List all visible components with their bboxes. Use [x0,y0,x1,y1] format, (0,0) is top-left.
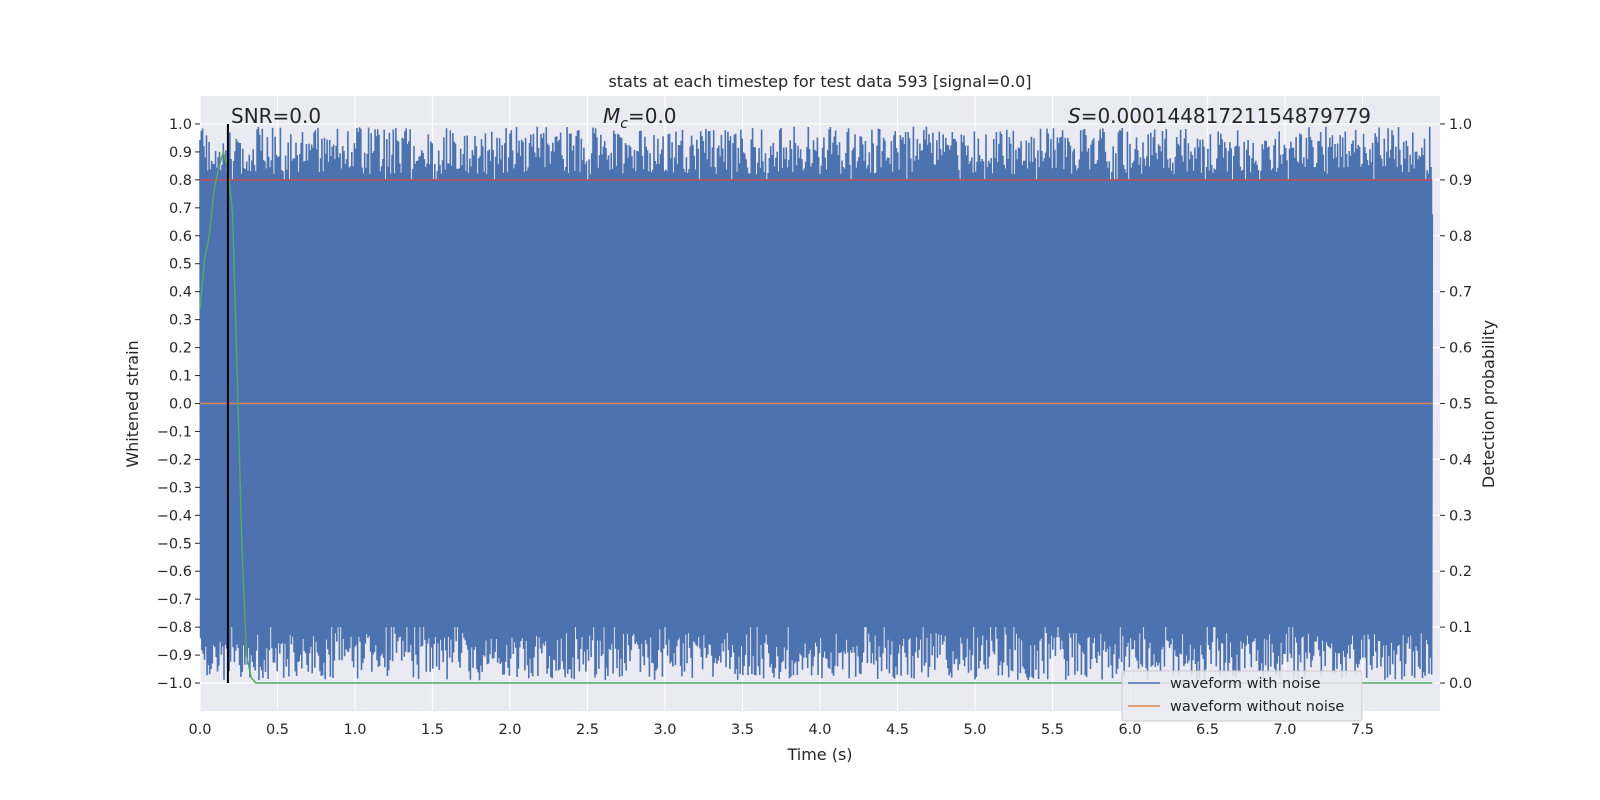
x-tick-label: 5.0 [963,722,986,738]
snr-annotation: SNR=0.0 [231,104,321,128]
mc-value: =0.0 [628,104,677,128]
y-tick-label: −1.0 [157,676,192,692]
x-tick-label: 3.5 [731,722,754,738]
y-tick-label: 0.7 [169,201,192,217]
y-tick-label: 0.0 [169,397,192,413]
x-tick-label: 0.5 [266,722,289,738]
series-detection-probability [199,149,1433,684]
x-tick-label: 4.5 [886,722,909,738]
x-tick-label: 1.5 [421,722,444,738]
x-tick-label: 7.5 [1351,722,1374,738]
y2-axis-label: Detection probability [1479,320,1498,488]
y2-tick-label: 0.2 [1449,564,1472,580]
s-annotation: S=0.00014481721154879779 [1068,104,1371,128]
mc-annotation: Mc=0.0 [603,104,677,132]
y2-tick-label: 0.3 [1449,508,1472,524]
y-tick-label: 1.0 [169,117,192,133]
legend-label-with-noise: waveform with noise [1170,676,1321,692]
x-tick-label: 6.0 [1118,722,1141,738]
y2-tick-label: 0.7 [1449,285,1472,301]
y2-tick-label: 0.9 [1449,173,1472,189]
y-tick-label: 0.1 [169,369,192,385]
s-value: =0.00014481721154879779 [1081,104,1371,128]
y-tick-label: −0.4 [157,508,192,524]
legend-box [1121,670,1363,722]
y2-tick-label: 0.8 [1449,229,1472,245]
x-tick-label: 0.0 [188,722,211,738]
legend: waveform with noise waveform without noi… [1121,670,1363,722]
x-tick-label: 4.0 [808,722,831,738]
y-tick-label: 0.9 [169,145,192,161]
y-tick-label: −0.2 [157,452,192,468]
y-tick-label: −0.6 [157,564,192,580]
x-tick-label: 2.5 [576,722,599,738]
y-tick-label: −0.9 [157,648,192,664]
x-tick-label: 5.5 [1041,722,1064,738]
y2-tick-label: 0.6 [1449,341,1472,357]
y2-tick-label: 0.0 [1449,676,1472,692]
y2-tick-label: 0.1 [1449,620,1472,636]
y-tick-label: 0.5 [169,257,192,273]
axes-layer: 0.0 0.5 1.0 1.5 2.0 2.5 3.0 3.5 4.0 4.5 5.0 5.5 6.0 6… [157,117,1472,738]
x-tick-label: 3.0 [653,722,676,738]
y2-tick-label: 1.0 [1449,117,1472,133]
mc-subscript: c [620,116,628,132]
legend-label-without-noise: waveform without noise [1170,699,1344,715]
y2-tick-label: 0.4 [1449,452,1472,468]
y-tick-label: 0.8 [169,173,192,189]
chart-title: stats at each timestep for test data 593… [608,72,1031,91]
y2-tick-label: 0.5 [1449,397,1472,413]
y-axis-label: Whitened strain [123,340,142,467]
x-tick-label: 7.0 [1273,722,1296,738]
y-tick-label: 0.2 [169,341,192,357]
x-axis-label: Time (s) [786,745,852,764]
y-tick-label: −0.5 [157,536,192,552]
x-tick-label: 1.0 [343,722,366,738]
y-tick-label: −0.3 [157,480,192,496]
s-symbol: S [1068,104,1081,128]
x-tick-label: 6.5 [1196,722,1219,738]
y-tick-label: −0.7 [157,592,192,608]
y-tick-label: 0.6 [169,229,192,245]
x-tick-label: 2.0 [498,722,521,738]
y-tick-label: −0.1 [157,424,192,440]
series-layer [199,123,1434,684]
y-tick-label: 0.3 [169,313,192,329]
y-tick-label: −0.8 [157,620,192,636]
y-tick-label: 0.4 [169,285,192,301]
mc-symbol: M [603,104,620,128]
